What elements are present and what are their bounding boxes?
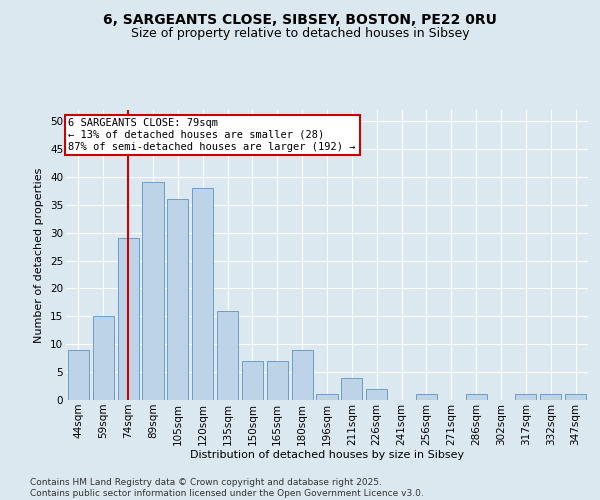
Bar — [192, 188, 213, 400]
Bar — [316, 394, 338, 400]
Bar — [341, 378, 362, 400]
Bar — [466, 394, 487, 400]
Bar — [565, 394, 586, 400]
Bar — [515, 394, 536, 400]
Bar — [416, 394, 437, 400]
Text: Contains HM Land Registry data © Crown copyright and database right 2025.
Contai: Contains HM Land Registry data © Crown c… — [30, 478, 424, 498]
Bar — [217, 311, 238, 400]
Y-axis label: Number of detached properties: Number of detached properties — [34, 168, 44, 342]
Bar — [68, 350, 89, 400]
Bar — [167, 199, 188, 400]
Bar — [540, 394, 561, 400]
Bar — [142, 182, 164, 400]
X-axis label: Distribution of detached houses by size in Sibsey: Distribution of detached houses by size … — [190, 450, 464, 460]
Text: Size of property relative to detached houses in Sibsey: Size of property relative to detached ho… — [131, 28, 469, 40]
Text: 6 SARGEANTS CLOSE: 79sqm
← 13% of detached houses are smaller (28)
87% of semi-d: 6 SARGEANTS CLOSE: 79sqm ← 13% of detach… — [68, 118, 356, 152]
Bar — [93, 316, 114, 400]
Bar — [292, 350, 313, 400]
Bar — [366, 389, 387, 400]
Bar — [242, 361, 263, 400]
Bar — [118, 238, 139, 400]
Text: 6, SARGEANTS CLOSE, SIBSEY, BOSTON, PE22 0RU: 6, SARGEANTS CLOSE, SIBSEY, BOSTON, PE22… — [103, 12, 497, 26]
Bar — [267, 361, 288, 400]
